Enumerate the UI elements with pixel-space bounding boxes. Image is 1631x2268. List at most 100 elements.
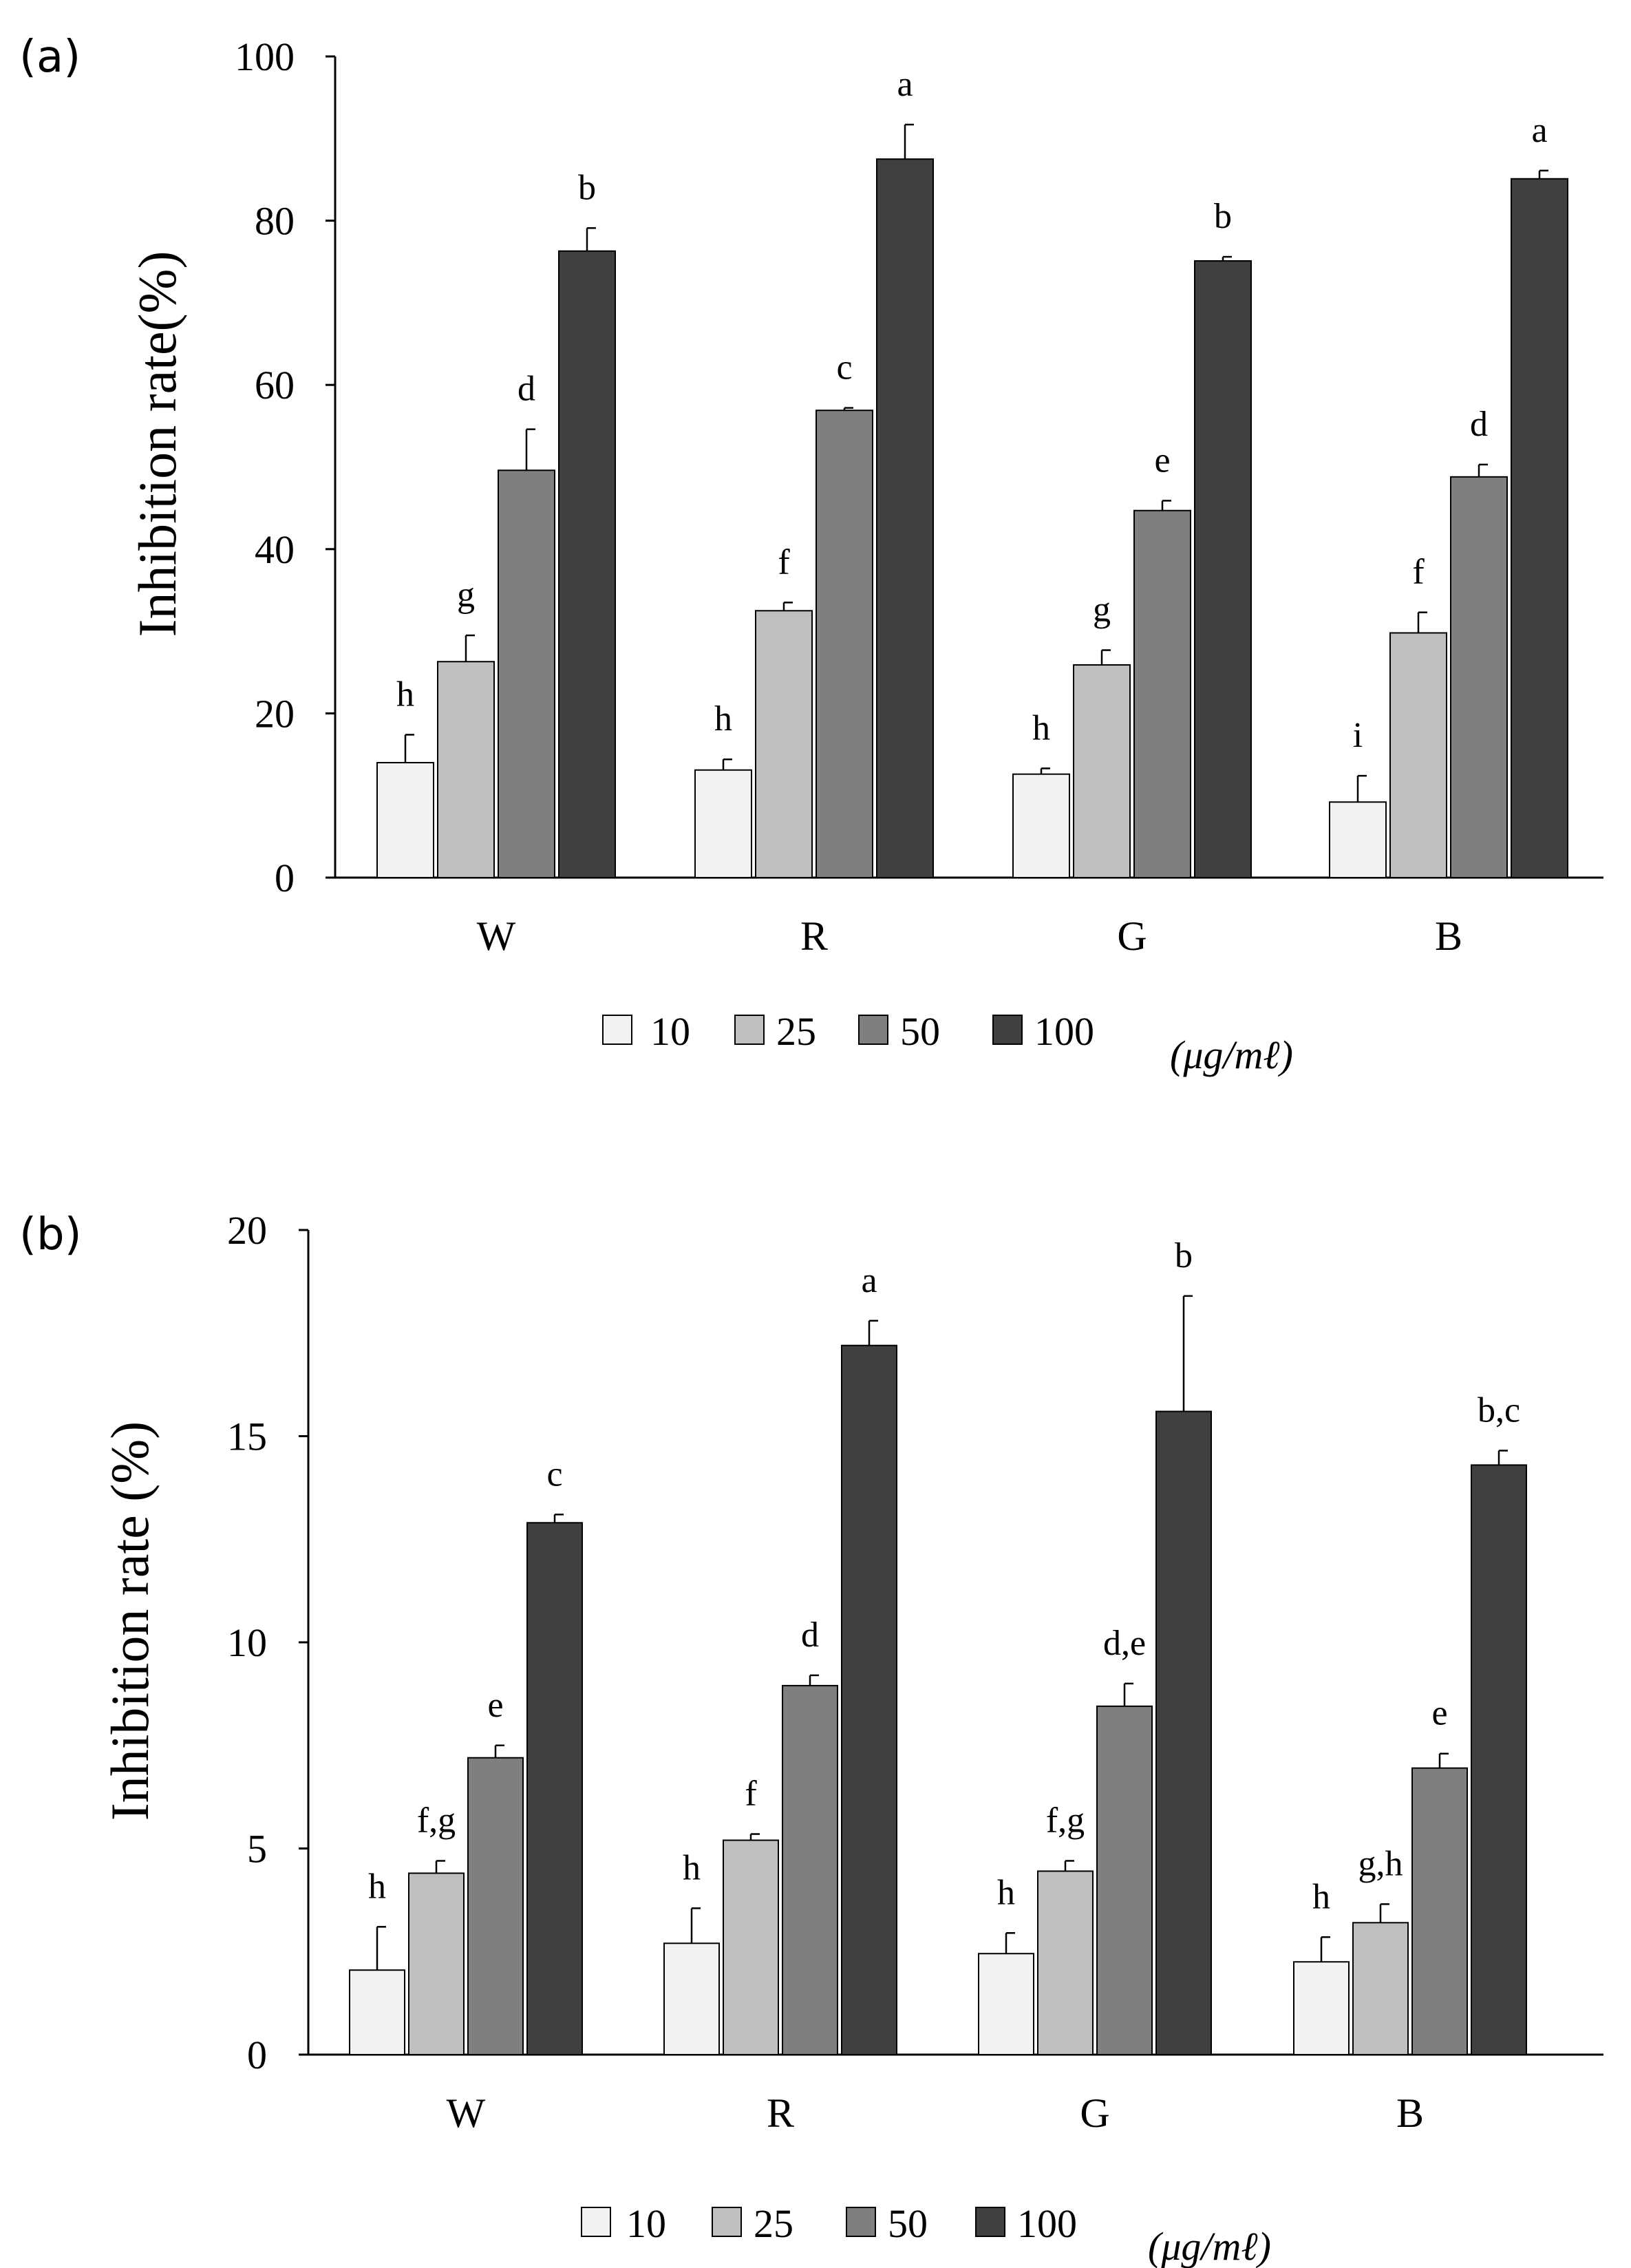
bar bbox=[1194, 260, 1252, 878]
significance-label: b bbox=[1175, 1236, 1193, 1275]
y-tick-label: 5 bbox=[247, 1827, 267, 1872]
significance-label: b,c bbox=[1478, 1390, 1520, 1430]
bar bbox=[1389, 632, 1447, 879]
significance-label: h bbox=[1312, 1877, 1330, 1916]
significance-label: d bbox=[1470, 405, 1488, 444]
legend-swatch bbox=[992, 1015, 1023, 1045]
bar bbox=[558, 250, 616, 878]
legend-swatch bbox=[712, 2207, 742, 2237]
significance-label: f bbox=[1412, 553, 1425, 592]
y-tick-label: 80 bbox=[255, 199, 295, 244]
panel-b: (b) Inhibition rate (%) 0 5 10 15 20 h f,g e c Wh… bbox=[19, 1208, 1603, 2268]
bar bbox=[526, 1522, 583, 2056]
significance-label: d bbox=[801, 1615, 819, 1655]
significance-label: c bbox=[546, 1454, 562, 1494]
x-category-label: G bbox=[1080, 2090, 1109, 2136]
legend-label: 100 bbox=[1017, 2201, 1077, 2246]
y-tick-label: 20 bbox=[255, 691, 295, 736]
significance-label: g,h bbox=[1358, 1844, 1403, 1883]
bar bbox=[1155, 1410, 1212, 2056]
y-tick-label: 40 bbox=[255, 527, 295, 572]
bar bbox=[1012, 773, 1070, 878]
significance-label: f,g bbox=[1046, 1801, 1085, 1840]
significance-label: d,e bbox=[1103, 1624, 1146, 1663]
bar bbox=[467, 1757, 524, 2055]
bar bbox=[1511, 178, 1568, 878]
panel-b-y-axis-label: Inhibition rate (%) bbox=[100, 1421, 160, 1821]
panel-b-label: (b) bbox=[19, 1209, 82, 1260]
y-tick-label: 0 bbox=[275, 856, 295, 900]
bar bbox=[1329, 801, 1387, 879]
significance-label: h bbox=[683, 1848, 701, 1887]
panel-a: (a) Inhibition rate(%) 0 20 40 60 80 100 h g d b W… bbox=[19, 32, 1603, 1077]
panel-a-legend-unit: (μg/mℓ) bbox=[1170, 1032, 1293, 1077]
significance-label: g bbox=[1093, 591, 1111, 630]
x-category-label: W bbox=[477, 913, 516, 959]
bar bbox=[1293, 1961, 1350, 2056]
x-category-label: B bbox=[1396, 2090, 1424, 2136]
legend-label: 50 bbox=[900, 1009, 940, 1054]
y-tick-label: 100 bbox=[235, 34, 295, 79]
bar bbox=[1096, 1705, 1153, 2055]
significance-label: e bbox=[1154, 441, 1170, 480]
bar bbox=[663, 1942, 720, 2056]
bar bbox=[1450, 476, 1508, 878]
y-tick-label: 20 bbox=[227, 1208, 267, 1253]
bar bbox=[1037, 1870, 1094, 2056]
bar bbox=[1411, 1767, 1468, 2056]
x-category-label: R bbox=[800, 913, 828, 959]
panel-a-plot: 0 20 40 60 80 100 h g d b Wh f c a Rh g e b Gi f d a B bbox=[235, 34, 1603, 959]
significance-label: f,g bbox=[417, 1801, 456, 1840]
legend-swatch bbox=[846, 2207, 876, 2237]
panel-a-y-axis-label: Inhibition rate(%) bbox=[127, 251, 187, 637]
bar bbox=[978, 1953, 1034, 2056]
significance-label: h bbox=[396, 675, 414, 714]
x-category-label: W bbox=[447, 2090, 486, 2136]
significance-label: f bbox=[778, 542, 790, 582]
bar bbox=[1073, 664, 1131, 878]
legend-label: 10 bbox=[650, 1009, 690, 1054]
bar bbox=[1471, 1464, 1527, 2055]
significance-label: e bbox=[487, 1686, 503, 1725]
significance-label: h bbox=[1032, 708, 1050, 748]
significance-label: a bbox=[1531, 111, 1547, 150]
significance-label: b bbox=[578, 168, 596, 207]
significance-label: f bbox=[745, 1774, 757, 1814]
bar bbox=[498, 469, 555, 878]
panel-b-legend-unit: (μg/mℓ) bbox=[1148, 2224, 1271, 2268]
bar bbox=[1133, 509, 1191, 878]
significance-label: h bbox=[997, 1873, 1015, 1912]
significance-label: h bbox=[368, 1867, 386, 1906]
bar bbox=[694, 769, 752, 879]
panel-a-legend: (μg/mℓ) 10 25 50 100 bbox=[602, 1009, 1293, 1077]
significance-label: a bbox=[897, 65, 913, 104]
bar bbox=[408, 1872, 465, 2055]
x-category-label: B bbox=[1435, 913, 1462, 959]
significance-label: i bbox=[1353, 716, 1363, 755]
bar bbox=[876, 158, 934, 878]
bar bbox=[782, 1684, 838, 2055]
y-tick-label: 10 bbox=[227, 1620, 267, 1665]
legend-label: 100 bbox=[1034, 1009, 1094, 1054]
bar bbox=[349, 1969, 405, 2056]
panel-a-label: (a) bbox=[19, 32, 81, 83]
significance-label: c bbox=[836, 348, 852, 388]
legend-swatch bbox=[734, 1015, 765, 1045]
bar bbox=[437, 661, 495, 879]
significance-label: g bbox=[457, 575, 475, 615]
legend-swatch bbox=[602, 1015, 632, 1045]
significance-label: d bbox=[518, 370, 535, 409]
y-tick-label: 15 bbox=[227, 1414, 267, 1459]
bar bbox=[841, 1344, 897, 2055]
legend-label: 50 bbox=[888, 2201, 928, 2246]
significance-label: h bbox=[714, 699, 732, 739]
significance-label: a bbox=[861, 1261, 877, 1300]
y-tick-label: 0 bbox=[247, 2033, 267, 2077]
legend-swatch bbox=[858, 1015, 888, 1045]
panel-b-plot: 0 5 10 15 20 h f,g e c Wh f d a Rh f,g d,e b Gh g,h e b,c B bbox=[227, 1208, 1603, 2136]
legend-swatch bbox=[581, 2207, 611, 2237]
legend-label: 25 bbox=[776, 1009, 816, 1054]
bar bbox=[755, 610, 813, 879]
significance-label: e bbox=[1431, 1694, 1447, 1733]
